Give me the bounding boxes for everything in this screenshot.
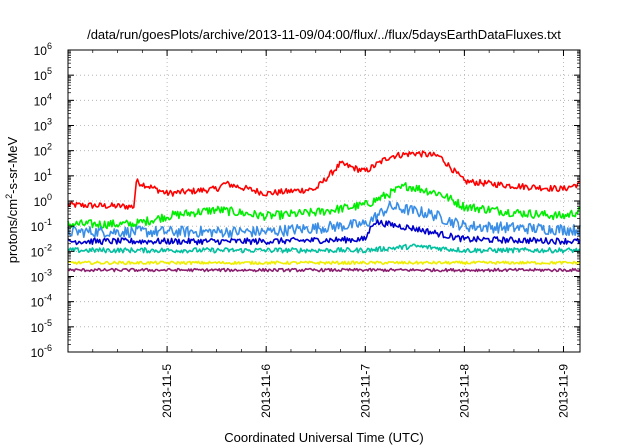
y-tick-label: 106 [34,41,52,58]
y-tick-label: 10-2 [31,242,52,259]
y-tick-label: 103 [34,117,52,134]
y-tick-label: 104 [34,91,52,108]
y-tick-label: 10-5 [31,318,52,335]
series-line [67,150,581,210]
series-line [67,260,581,266]
y-tick-label: 102 [34,142,52,159]
y-tick-label: 105 [34,66,52,83]
x-tick-label: 2013-11-7 [358,364,372,418]
x-axis-label: Coordinated Universal Time (UTC) [224,430,423,445]
x-tick-label: 2013-11-9 [556,364,570,418]
series-line [67,182,581,230]
y-tick-label: 10-4 [31,293,52,310]
y-tick-label: 101 [34,167,52,184]
y-tick-label: 100 [34,192,52,209]
grid [68,50,580,352]
x-tick-label: 2013-11-6 [259,364,273,418]
series-line [67,243,581,254]
y-axis-label: protons/cm2-s-sr-MeV [4,136,20,263]
series-line [67,200,581,239]
chart-title: /data/run/goesPlots/archive/2013-11-09/0… [87,27,561,42]
x-tick-label: 2013-11-5 [160,364,174,418]
x-axis: 2013-11-5 2013-11-6 2013-11-7 2013-11-8 2013… [67,50,570,418]
y-axis: 10-6 10-5 10-4 10-3 10-2 10-1 100 101 102 103 104 1… [31,41,580,360]
y-tick-label: 10-6 [31,343,52,360]
y-tick-label: 10-3 [31,268,52,285]
y-tick-label: 10-1 [31,217,52,234]
x-tick-label: 2013-11-8 [457,364,471,418]
series-line [67,267,581,273]
series-group [67,150,581,273]
series-line [67,219,581,246]
